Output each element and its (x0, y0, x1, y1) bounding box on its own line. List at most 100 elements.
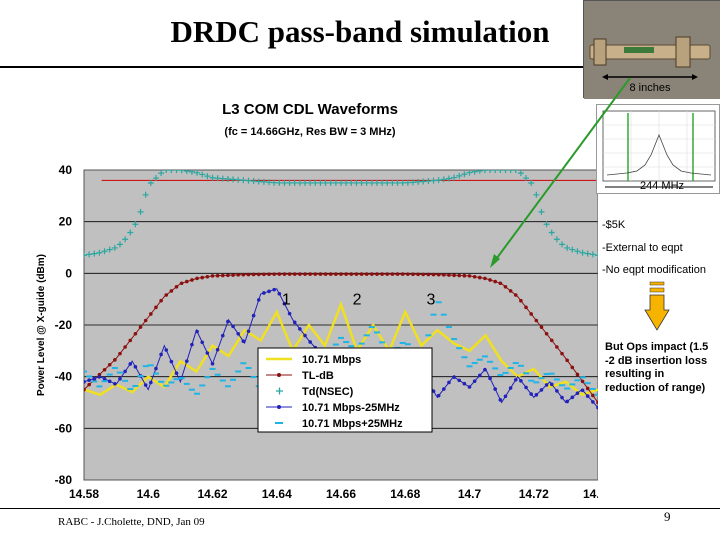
data-point-blue (164, 348, 169, 352)
data-point-teal (466, 170, 473, 176)
data-point-darkred (84, 387, 86, 392)
data-point-teal (183, 170, 190, 175)
data-point-darkred (467, 274, 472, 278)
data-point-darkred (344, 272, 348, 276)
data-point-teal (84, 252, 87, 259)
note-cost: -$5K (602, 219, 626, 231)
data-point-blue (97, 375, 102, 379)
data-point-darkred (323, 272, 328, 276)
data-point-teal (471, 170, 478, 175)
data-point-teal (399, 179, 406, 186)
footer-credit: RABC - J.Cholette, DND, Jan 09 (58, 516, 205, 528)
data-point-teal (332, 179, 339, 186)
data-point-darkred (272, 272, 276, 276)
data-point-darkred (539, 325, 544, 329)
data-point-blue (436, 393, 441, 398)
data-point-teal (101, 248, 108, 255)
data-point-blue (431, 389, 436, 393)
data-point-teal (224, 175, 231, 182)
data-point-blue (87, 378, 91, 382)
data-point-darkred (292, 272, 297, 276)
data-point-darkred (457, 273, 462, 278)
data-point-blue (467, 385, 472, 389)
data-point-darkred (174, 284, 179, 289)
data-point-blue (580, 388, 585, 393)
data-point-teal (142, 191, 149, 198)
data-point-teal (204, 173, 211, 180)
data-point-teal (291, 179, 298, 186)
data-point-darkred (262, 272, 266, 277)
data-point-darkred (339, 272, 343, 276)
data-point-teal (188, 170, 195, 175)
data-point-darkred (118, 351, 122, 356)
data-point-darkred (169, 289, 174, 293)
data-point-darkred (123, 345, 127, 349)
data-point-darkred (477, 275, 482, 280)
data-point-darkred (431, 272, 436, 277)
data-point-darkred (215, 273, 220, 278)
data-point-darkred (107, 362, 112, 367)
data-point-teal (260, 178, 267, 185)
data-point-darkred (421, 272, 426, 277)
data-point-darkred (313, 272, 318, 276)
data-point-blue (508, 386, 513, 390)
data-point-darkred (231, 273, 235, 277)
data-point-blue (534, 393, 539, 397)
data-point-darkred (529, 312, 533, 316)
data-point-darkred (585, 386, 590, 391)
data-point-blue (483, 367, 487, 372)
data-point-teal (440, 176, 447, 183)
data-point-blue (565, 399, 569, 404)
y-tick-label: -60 (55, 421, 73, 435)
title-divider (0, 66, 720, 68)
chart-subtitle: (fc = 14.66GHz, Res BW = 3 MHz) (224, 126, 395, 138)
data-point-teal (281, 179, 288, 186)
data-point-teal (451, 174, 458, 181)
data-point-blue (292, 320, 297, 325)
x-tick-label: 14.62 (197, 487, 227, 501)
data-point-blue (241, 339, 246, 344)
data-point-teal (122, 236, 129, 243)
ops-impact-note: But Ops impact (1.5 -2 dB insertion loss… (605, 341, 709, 394)
data-point-teal (127, 229, 134, 236)
data-point-blue (575, 391, 580, 396)
data-point-blue (591, 400, 595, 404)
data-point-darkred (354, 272, 359, 276)
data-point-darkred (128, 338, 133, 343)
data-point-teal (132, 221, 139, 228)
data-point-darkred (318, 272, 323, 276)
data-point-teal (363, 179, 370, 186)
data-point-darkred (210, 274, 215, 278)
photo-length-label: 8 inches (629, 82, 671, 94)
data-point-darkred (519, 298, 523, 303)
data-point-blue (457, 378, 462, 383)
data-point-blue (570, 395, 575, 400)
data-point-teal (476, 170, 483, 174)
data-point-darkred (195, 276, 199, 281)
data-point-darkred (308, 272, 312, 276)
legend-entry: 10.71 Mbps-25MHz (302, 402, 400, 414)
data-point-darkred (282, 272, 287, 276)
data-point-blue (282, 301, 287, 306)
data-point-blue (205, 351, 210, 355)
data-point-teal (250, 178, 257, 185)
data-point-teal (307, 179, 314, 186)
data-point-blue (544, 383, 549, 387)
data-point-darkred (256, 272, 261, 277)
data-point-darkred (220, 273, 225, 278)
data-point-blue (251, 313, 256, 318)
y-tick-label: -80 (55, 473, 73, 487)
data-point-blue (298, 327, 302, 331)
data-point-darkred (380, 272, 384, 276)
data-point-teal (404, 179, 411, 186)
data-point-teal (430, 177, 437, 184)
data-point-blue (503, 394, 508, 399)
legend-swatch (276, 387, 283, 395)
data-point-darkred (133, 331, 138, 336)
data-point-darkred (565, 358, 569, 363)
data-point-teal (214, 175, 221, 182)
data-point-teal (235, 176, 242, 183)
data-point-blue (84, 380, 86, 384)
data-point-darkred (390, 272, 395, 276)
data-point-teal (353, 179, 360, 186)
